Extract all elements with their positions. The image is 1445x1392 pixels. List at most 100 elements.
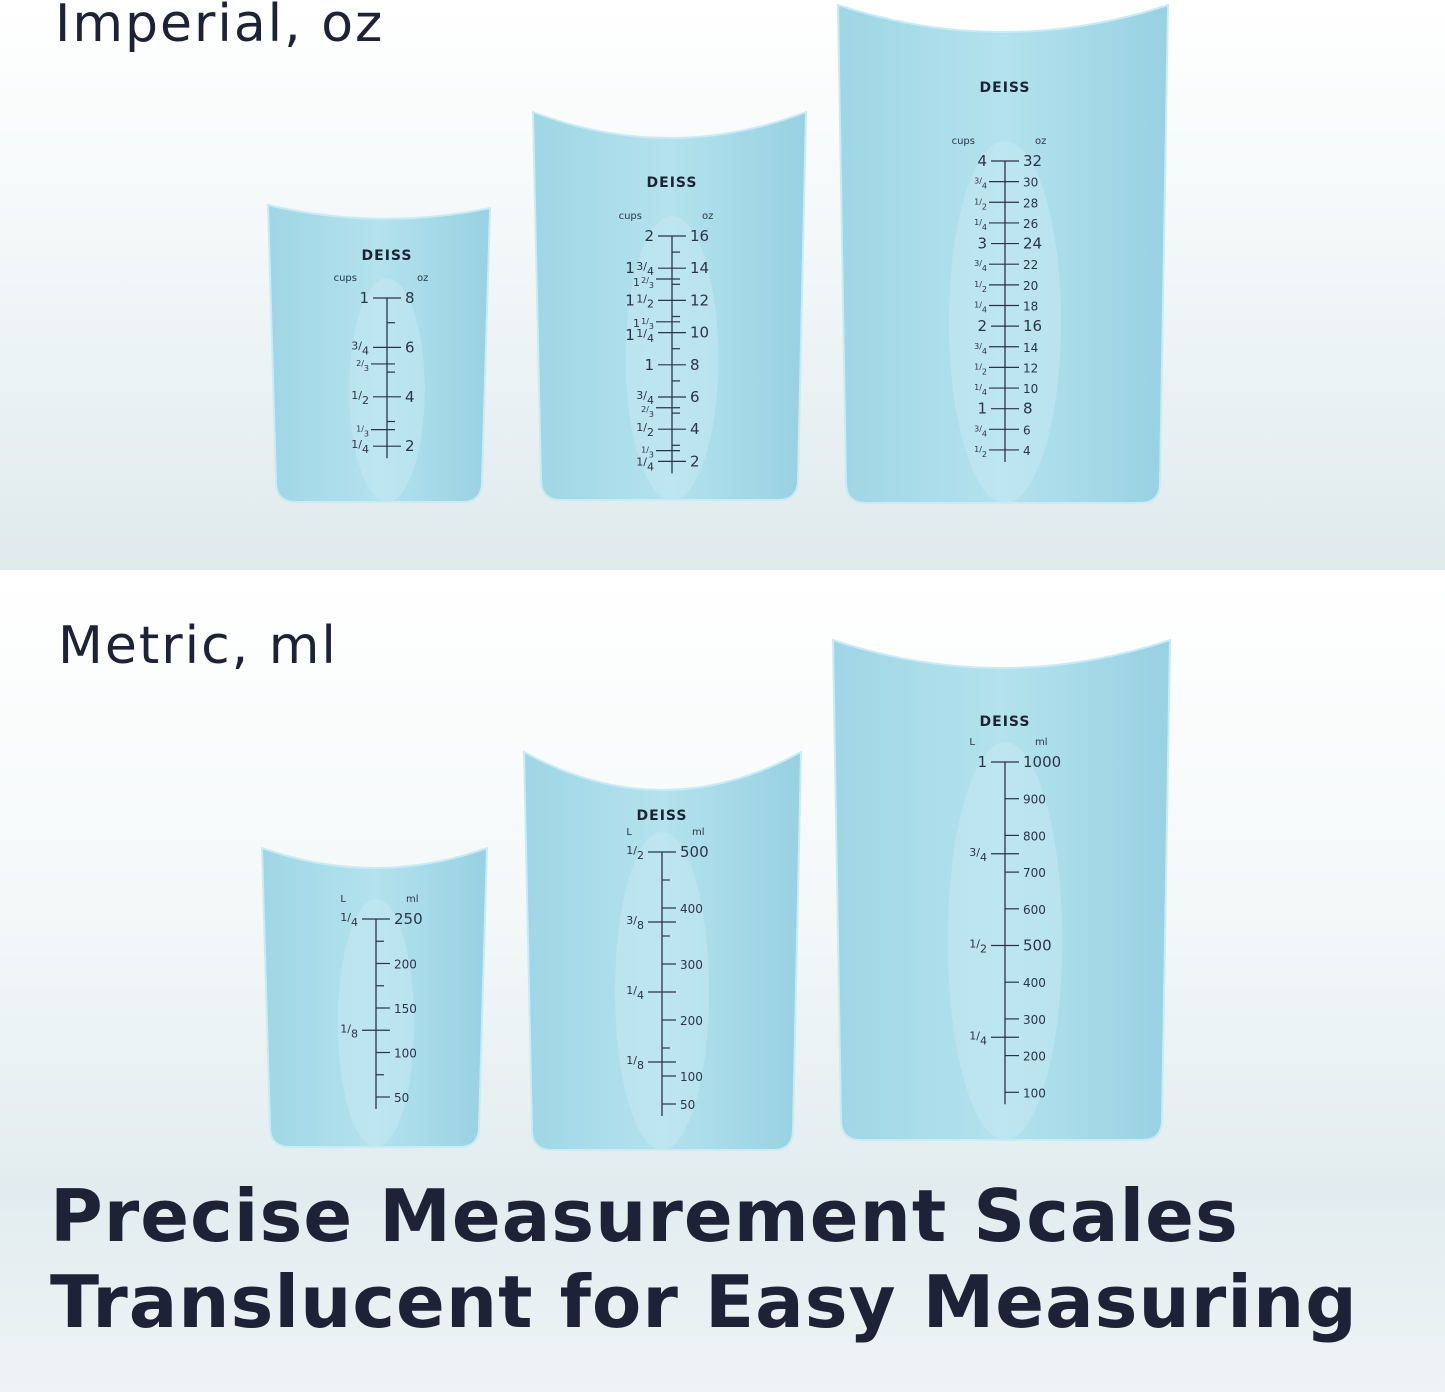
headline-line-1: Precise Measurement Scales — [50, 1174, 1239, 1258]
scale-label-right: 4 — [1023, 444, 1031, 458]
scale-label-right: 700 — [1023, 866, 1046, 880]
left-unit-label: cups — [952, 136, 975, 147]
left-unit-label: L — [969, 737, 975, 748]
scale-label-right: 20 — [1023, 279, 1038, 293]
scale-label-left: 2/3 — [356, 359, 369, 373]
scale-label-left: 1/3 — [356, 425, 369, 439]
scale-label-right: 2 — [405, 437, 415, 455]
right-unit-label: ml — [692, 827, 705, 838]
scale-label-left: 3/4 — [636, 389, 654, 407]
scale-label-right: 6 — [1023, 423, 1031, 437]
scale-label-left: 1/3 — [641, 446, 654, 460]
brand-logo: DEISS — [980, 714, 1031, 730]
scale-label-right: 16 — [1023, 317, 1042, 335]
scale-label-right: 200 — [1023, 1050, 1046, 1064]
scale-label-left: 1 3/4 — [625, 259, 654, 278]
imperial-cup-1: DEISS cups oz 1 8 3/4 6 2/3 1/2 4 1/31/4 2 — [266, 203, 492, 503]
scale-label-left: 3/4 — [974, 177, 987, 191]
scale-label-left: 3/4 — [974, 259, 987, 273]
scale-label-right: 500 — [1023, 937, 1052, 955]
scale-label-right: 50 — [394, 1091, 409, 1105]
scale-label-right: 4 — [405, 388, 415, 406]
scale-label-left: 3/4 — [974, 342, 987, 356]
scale-label-right: 200 — [394, 958, 417, 972]
scale-label-right: 28 — [1023, 196, 1038, 210]
scale-label-right: 18 — [1023, 299, 1038, 313]
scale-label-right: 800 — [1023, 829, 1046, 843]
scale-label-left: 2 — [977, 317, 987, 335]
scale-label-right: 50 — [680, 1098, 695, 1112]
scale-label-left: 1/4 — [340, 911, 358, 929]
scale-label-right: 300 — [1023, 1013, 1046, 1027]
scale-label-right: 10 — [1023, 382, 1038, 396]
scale-label-left: 1/2 — [974, 362, 987, 376]
scale-label-right: 300 — [680, 958, 703, 972]
imperial-title: Imperial, oz — [55, 0, 385, 54]
scale-label-right: 400 — [1023, 976, 1046, 990]
scale-label-right: 6 — [690, 388, 700, 406]
brand-logo: DEISS — [980, 80, 1031, 96]
scale-label-left: 3/4 — [351, 339, 369, 357]
scale-label-left: 1 — [644, 356, 654, 374]
brand-logo: DEISS — [637, 808, 688, 824]
brand-logo: DEISS — [647, 175, 698, 191]
right-unit-label: ml — [1035, 737, 1048, 748]
scale-label-left: 1 1/4 — [625, 326, 654, 345]
scale-label-left: 1/2 — [974, 197, 987, 211]
scale-label-right: 600 — [1023, 903, 1046, 917]
scale-label-left: 1/2 — [636, 421, 654, 439]
scale-label-right: 16 — [690, 227, 709, 245]
scale-label-left: 1 — [977, 753, 987, 771]
scale-label-right: 8 — [1023, 400, 1033, 418]
scale-label-right: 400 — [680, 902, 703, 916]
scale-label-left: 1/4 — [974, 383, 987, 397]
scale-label-right: 100 — [1023, 1086, 1046, 1100]
scale-label-right: 10 — [690, 324, 709, 342]
scale-label-right: 22 — [1023, 258, 1038, 272]
scale-label-left: 1 1/3 — [633, 317, 654, 331]
scale-label-left: 1/2 — [969, 938, 987, 956]
brand-logo: DEISS — [362, 248, 413, 264]
scale-label-right: 4 — [690, 420, 700, 438]
scale-label-left: 1/2 — [974, 280, 987, 294]
scale-label-right: 26 — [1023, 217, 1038, 231]
scale-label-right: 8 — [690, 356, 700, 374]
left-unit-label: cups — [619, 211, 642, 222]
scale-label-right: 2 — [690, 452, 700, 470]
right-unit-label: oz — [702, 211, 713, 222]
scale-label-left: 1/2 — [351, 389, 369, 407]
scale-label-right: 200 — [680, 1014, 703, 1028]
right-unit-label: ml — [406, 894, 419, 905]
scale-label-left: 3/4 — [974, 424, 987, 438]
scale-label-right: 32 — [1023, 152, 1042, 170]
right-unit-label: oz — [1035, 136, 1046, 147]
scale-label-left: 1/4 — [974, 218, 987, 232]
right-unit-label: oz — [417, 273, 428, 284]
left-unit-label: L — [340, 894, 346, 905]
scale-label-left: 3/8 — [626, 914, 644, 932]
scale-label-right: 6 — [405, 338, 415, 356]
scale-label-left: 2 — [644, 227, 654, 245]
scale-label-right: 12 — [1023, 361, 1038, 375]
scale-label-left: 1 — [359, 289, 369, 307]
scale-label-right: 500 — [680, 843, 709, 861]
scale-label-left: 1/4 — [351, 438, 369, 456]
scale-label-left: 1 2/3 — [633, 276, 654, 290]
scale-label-left: 3/4 — [969, 846, 987, 864]
scale-label-left: 1/8 — [626, 1054, 644, 1072]
scale-label-right: 30 — [1023, 176, 1038, 190]
left-unit-label: cups — [334, 273, 357, 284]
scale-label-left: 4 — [977, 152, 987, 170]
scale-label-right: 12 — [690, 291, 709, 309]
scale-label-right: 24 — [1023, 235, 1042, 253]
left-unit-label: L — [626, 827, 632, 838]
scale-label-left: 1/4 — [626, 984, 644, 1002]
scale-label-right: 14 — [1023, 341, 1038, 355]
scale-label-right: 250 — [394, 910, 423, 928]
scale-label-right: 8 — [405, 289, 415, 307]
scale-label-right: 14 — [690, 259, 709, 277]
scale-label-left: 2/3 — [641, 405, 654, 419]
